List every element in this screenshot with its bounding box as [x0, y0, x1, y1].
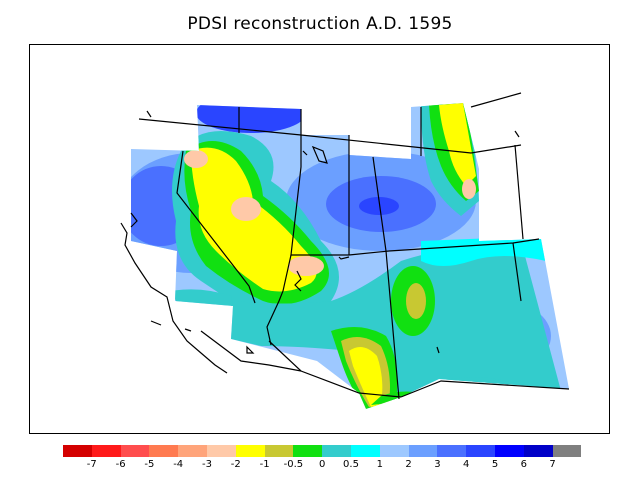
legend-swatch [235, 445, 265, 457]
legend-label: 4 [463, 459, 470, 470]
map-frame [29, 44, 610, 434]
legend-swatch [293, 445, 323, 457]
legend-swatch [350, 445, 380, 457]
legend-swatch [379, 445, 409, 457]
legend-swatch [120, 445, 150, 457]
legend-label: -6 [115, 459, 126, 470]
legend-label: -1 [259, 459, 270, 470]
legend-swatch [322, 445, 351, 457]
color-legend [63, 445, 582, 457]
legend-swatch [552, 445, 582, 457]
legend-label: -5 [144, 459, 155, 470]
map-title: PDSI reconstruction A.D. 1595 [187, 14, 453, 34]
legend-label: 3 [434, 459, 441, 470]
legend-swatch [178, 445, 207, 457]
legend-swatch [494, 445, 524, 457]
legend-label: -2 [230, 459, 241, 470]
legend-label: 1 [376, 459, 383, 470]
legend-swatch [206, 445, 236, 457]
legend-label: 2 [405, 459, 412, 470]
legend-swatch [466, 445, 495, 457]
legend-label: -3 [202, 459, 212, 470]
coastline [120, 110, 520, 374]
color-legend-labels: -7 -6 -5 -4 -3 -2 -1 -0.5 0 0.5 1 2 3 4 5 6 7 [63, 459, 581, 473]
legend-label: 0.5 [343, 459, 359, 470]
legend-swatch [523, 445, 553, 457]
legend-label: -4 [173, 459, 184, 470]
legend-label: 7 [549, 459, 556, 470]
legend-swatch [408, 445, 438, 457]
legend-swatch [437, 445, 467, 457]
legend-label: 5 [491, 459, 499, 470]
legend-swatch [149, 445, 179, 457]
legend-swatch [264, 445, 294, 457]
legend-label: 6 [520, 459, 527, 470]
legend-swatch [63, 445, 92, 457]
legend-label: 0 [319, 459, 326, 470]
state-boundaries [138, 92, 570, 400]
legend-label: -0.5 [283, 459, 304, 470]
legend-label: -7 [86, 459, 97, 470]
legend-swatch [91, 445, 121, 457]
pdsi-map [120, 92, 570, 409]
